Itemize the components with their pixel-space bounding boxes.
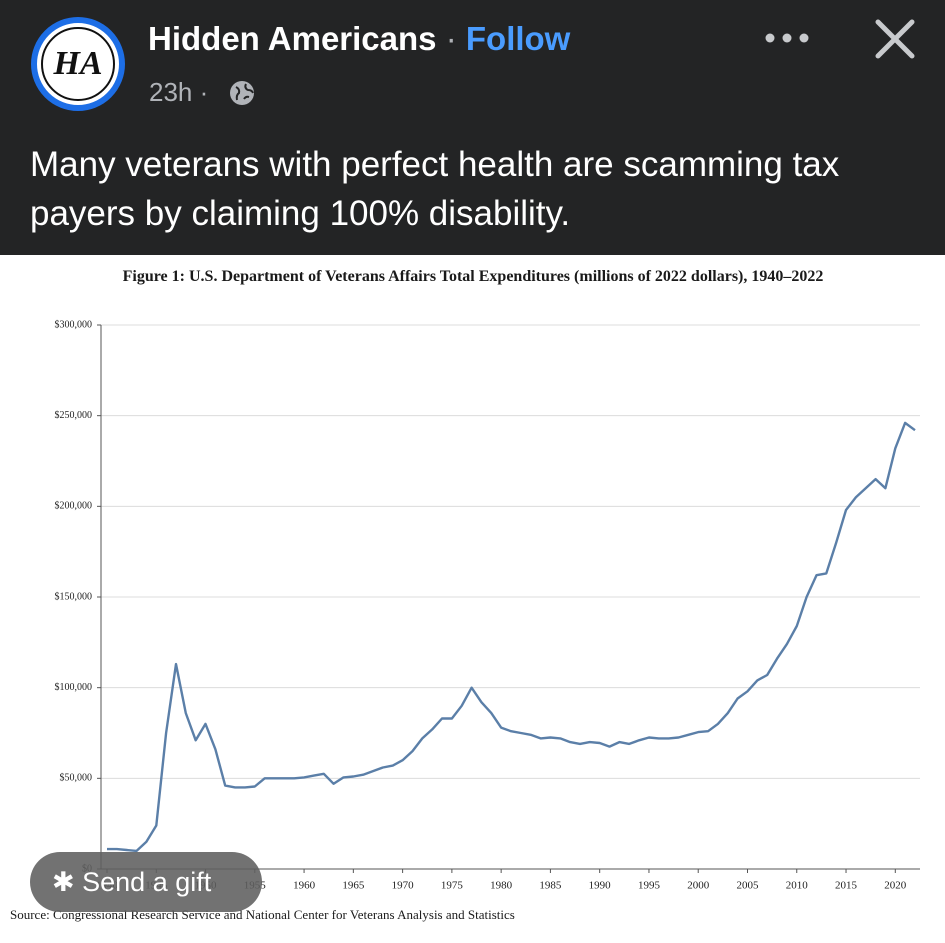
x-tick-label: 1970 — [392, 880, 415, 892]
x-tick-label: 1995 — [638, 880, 661, 892]
author[interactable]: Hidden Americans — [148, 20, 437, 57]
globe-icon — [230, 81, 254, 105]
x-tick-label: 1980 — [490, 880, 513, 892]
gift-label: Send a gift — [82, 867, 212, 897]
x-tick-label: 2015 — [835, 880, 858, 892]
gift-button[interactable]: ✱ Send a gift — [30, 852, 262, 912]
post-text: Many veterans with perfect health are sc… — [30, 145, 840, 233]
data-line — [107, 421, 916, 853]
y-tick-label: $300,000 — [55, 319, 93, 330]
x-tick-label: 1985 — [539, 880, 562, 892]
y-tick-label: $200,000 — [55, 501, 93, 512]
x-tick-label: 1990 — [589, 880, 612, 892]
x-tick-label: 2010 — [786, 880, 809, 892]
x-tick-label: 2000 — [687, 880, 710, 892]
x-tick-label: 1960 — [293, 880, 316, 892]
y-tick-label: $150,000 — [55, 591, 93, 602]
x-tick-label: 1965 — [342, 880, 365, 892]
x-tick-label: 2020 — [884, 880, 907, 892]
y-tick-label: $50,000 — [60, 773, 93, 784]
meta: 23h · — [149, 77, 208, 108]
x-tick-label: 1975 — [441, 880, 464, 892]
separator: · — [199, 77, 209, 107]
follow-button[interactable]: Follow — [465, 20, 571, 57]
avatar[interactable]: HA — [30, 16, 126, 112]
x-tick-label: 2005 — [736, 880, 759, 892]
more-button[interactable] — [762, 28, 816, 48]
author-line: Hidden Americans · Follow — [148, 20, 570, 58]
close-button[interactable] — [872, 16, 918, 62]
separator: · — [445, 20, 457, 57]
time[interactable]: 23h — [149, 77, 193, 107]
y-tick-label: $250,000 — [55, 410, 93, 421]
y-tick-label: $100,000 — [55, 682, 93, 693]
avatar-text: HA — [52, 45, 102, 82]
post-header: HA Hidden Americans · Follow 23h · Many … — [0, 0, 945, 255]
chart-title: Figure 1: U.S. Department of Veterans Af… — [122, 268, 824, 285]
